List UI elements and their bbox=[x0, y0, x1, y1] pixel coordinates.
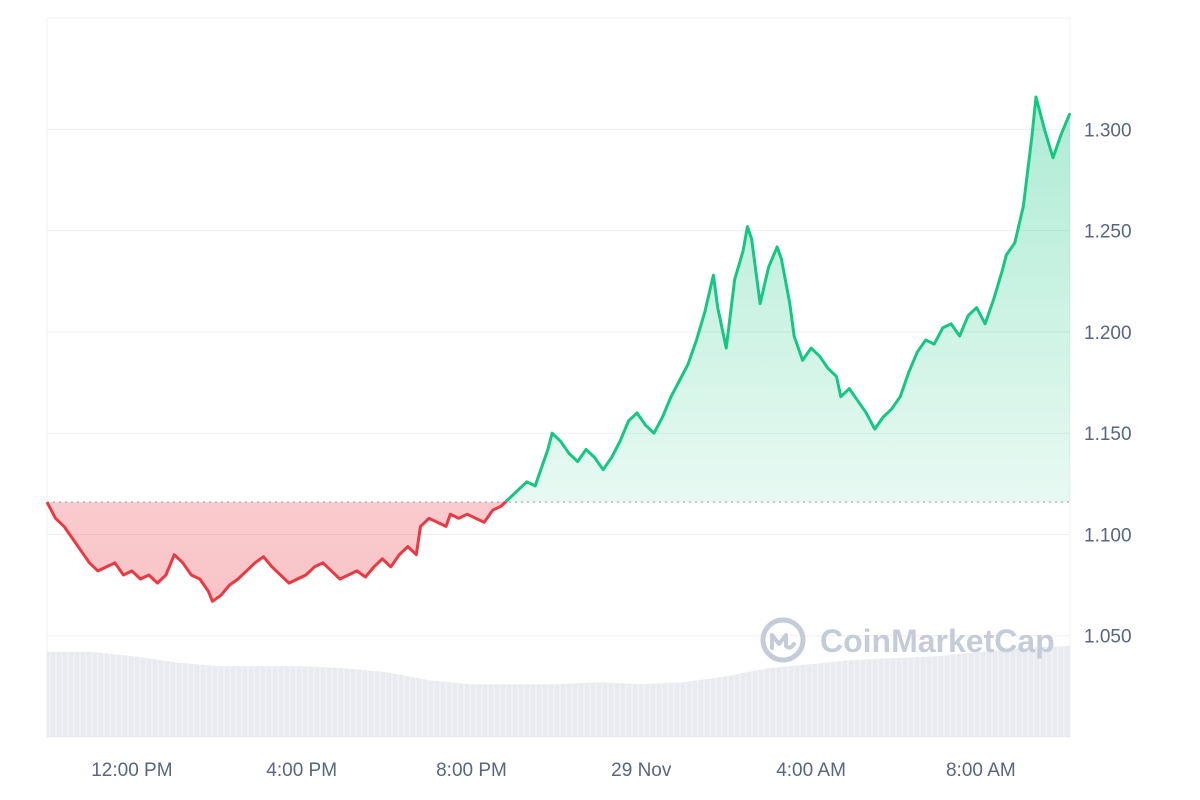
price-area-down bbox=[47, 502, 1070, 602]
watermark: CoinMarketCap bbox=[760, 617, 1055, 663]
axes: 1.050 1.100 1.150 1.200 1.250 1.300 12:00 PM 4:… bbox=[91, 120, 1131, 781]
x-tick-label: 4:00 AM bbox=[776, 760, 846, 781]
y-tick-label: 1.150 bbox=[1084, 424, 1132, 445]
price-line-down bbox=[45, 502, 508, 603]
y-tick-label: 1.250 bbox=[1084, 222, 1132, 243]
x-tick-label: 4:00 PM bbox=[266, 760, 337, 781]
y-tick-label: 1.300 bbox=[1084, 120, 1132, 141]
watermark-text: CoinMarketCap bbox=[820, 623, 1055, 659]
y-tick-label: 1.050 bbox=[1084, 627, 1132, 648]
volume-area bbox=[47, 641, 1070, 737]
volume-bars bbox=[47, 645, 1070, 737]
x-tick-label: 29 Nov bbox=[611, 760, 672, 781]
x-tick-label: 8:00 AM bbox=[946, 760, 1016, 781]
y-tick-label: 1.200 bbox=[1084, 323, 1132, 344]
price-line-up bbox=[47, 95, 1072, 503]
x-tick-label: 8:00 PM bbox=[436, 760, 507, 781]
y-tick-label: 1.100 bbox=[1084, 525, 1132, 546]
price-series bbox=[45, 95, 1072, 603]
coinmarketcap-logo-icon bbox=[760, 617, 806, 663]
x-tick-label: 12:00 PM bbox=[91, 760, 172, 781]
